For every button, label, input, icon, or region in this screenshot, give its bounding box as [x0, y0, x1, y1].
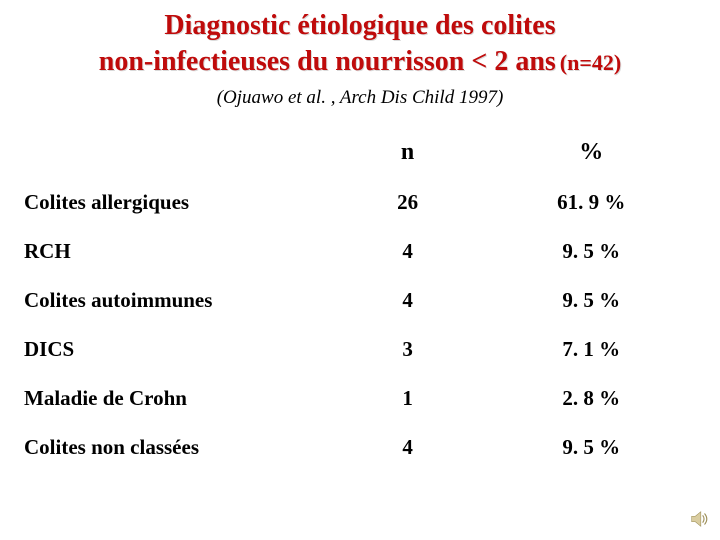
- slide: Diagnostic étiologique des colites non-i…: [0, 0, 720, 540]
- cell-pct: 9. 5 %: [482, 423, 700, 472]
- title-line-2-main: non-infectieuses du nourrisson < 2 ans: [99, 46, 556, 77]
- data-table: n % Colites allergiques 26 61. 9 % RCH 4…: [20, 127, 700, 472]
- table-row: Colites autoimmunes 4 9. 5 %: [20, 276, 700, 325]
- table-row: RCH 4 9. 5 %: [20, 227, 700, 276]
- title-line-2: non-infectieuses du nourrisson < 2 ans (…: [20, 44, 700, 80]
- title-line-2-suffix: (n=42): [560, 50, 621, 75]
- col-header-pct: %: [482, 127, 700, 178]
- table-row: DICS 3 7. 1 %: [20, 325, 700, 374]
- col-header-n: n: [333, 127, 483, 178]
- cell-n: 26: [333, 178, 483, 227]
- table-row: Colites allergiques 26 61. 9 %: [20, 178, 700, 227]
- cell-pct: 61. 9 %: [482, 178, 700, 227]
- cell-pct: 7. 1 %: [482, 325, 700, 374]
- cell-n: 4: [333, 227, 483, 276]
- cell-pct: 9. 5 %: [482, 276, 700, 325]
- cell-pct: 9. 5 %: [482, 227, 700, 276]
- cell-n: 1: [333, 374, 483, 423]
- table-row: Maladie de Crohn 1 2. 8 %: [20, 374, 700, 423]
- cell-name: Colites non classées: [20, 423, 333, 472]
- cell-n: 4: [333, 423, 483, 472]
- table-header-row: n %: [20, 127, 700, 178]
- title-block: Diagnostic étiologique des colites non-i…: [20, 8, 700, 81]
- col-header-name: [20, 127, 333, 178]
- cell-name: DICS: [20, 325, 333, 374]
- cell-name: RCH: [20, 227, 333, 276]
- cell-name: Colites allergiques: [20, 178, 333, 227]
- title-line-1: Diagnostic étiologique des colites: [20, 8, 700, 44]
- cell-pct: 2. 8 %: [482, 374, 700, 423]
- cell-name: Maladie de Crohn: [20, 374, 333, 423]
- table-row: Colites non classées 4 9. 5 %: [20, 423, 700, 472]
- cell-n: 3: [333, 325, 483, 374]
- cell-name: Colites autoimmunes: [20, 276, 333, 325]
- cell-n: 4: [333, 276, 483, 325]
- speaker-icon: [688, 508, 710, 530]
- citation: (Ojuawo et al. , Arch Dis Child 1997): [20, 87, 700, 109]
